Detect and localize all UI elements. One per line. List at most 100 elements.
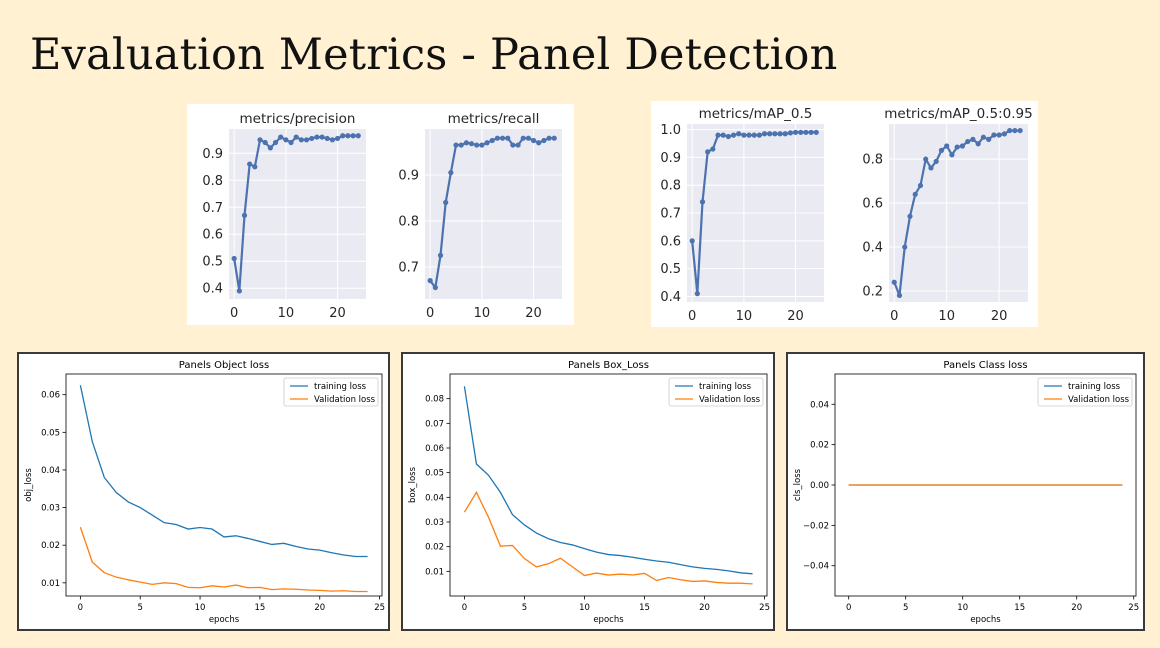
chart-title: metrics/recall bbox=[448, 111, 540, 127]
data-point bbox=[965, 138, 971, 145]
y-tick-label: 0.08 bbox=[425, 395, 444, 405]
y-axis-label: cls_loss bbox=[793, 468, 803, 501]
x-tick-label: 10 bbox=[579, 603, 590, 613]
object-loss-card: 0.01 0.02 0.03 0.04 0.05 0.06 0 5 10 15 20 25 Panels… bbox=[17, 352, 390, 631]
data-point bbox=[468, 141, 475, 147]
x-tick-label: 0 bbox=[78, 603, 83, 613]
x-tick-label: 10 bbox=[957, 603, 968, 613]
y-tick-label: 0.03 bbox=[425, 518, 444, 528]
x-tick-label: 20 bbox=[314, 603, 325, 613]
x-tick-label: 10 bbox=[938, 309, 955, 324]
data-point bbox=[546, 135, 552, 141]
box-loss-card: 0.01 0.02 0.03 0.04 0.05 0.06 0.07 0.08 0 5 10 15 20… bbox=[401, 352, 775, 631]
data-point bbox=[689, 238, 695, 244]
class-loss-chart: 0.04 0.02 0.00 −0.02 −0.04 0 5 10 15 20 25 Panels C… bbox=[793, 360, 1139, 625]
y-tick-label: 0.05 bbox=[425, 469, 444, 479]
legend-label: Validation loss bbox=[314, 395, 376, 405]
data-point bbox=[813, 129, 819, 135]
precision-recall-card: 0.4 0.5 0.6 0.7 0.8 0.9 0 10 20 metrics/precision… bbox=[187, 104, 574, 325]
data-point bbox=[986, 136, 992, 142]
map-0.5-0.95-chart: 0.2 0.4 0.6 0.8 0 10 20 metrics/mAP_0.5:0.95 bbox=[862, 106, 1032, 324]
chart-title: Panels Object loss bbox=[179, 360, 269, 371]
y-tick-label: 0.6 bbox=[202, 228, 223, 243]
data-point bbox=[499, 135, 506, 141]
data-point bbox=[432, 284, 438, 291]
x-tick-label: 20 bbox=[991, 309, 1008, 324]
data-point bbox=[975, 141, 981, 147]
series-line-training bbox=[463, 386, 753, 575]
data-point bbox=[236, 288, 242, 294]
data-point bbox=[970, 136, 976, 142]
data-point bbox=[725, 133, 731, 140]
y-tick-label: 0.04 bbox=[41, 466, 60, 476]
data-point bbox=[705, 149, 711, 155]
x-tick-label: 20 bbox=[1071, 603, 1082, 613]
x-tick-label: 0 bbox=[426, 306, 434, 321]
y-tick-label: 0.4 bbox=[660, 290, 681, 305]
data-point bbox=[798, 129, 804, 135]
data-point bbox=[1012, 127, 1018, 134]
y-tick-label: 0.07 bbox=[425, 419, 444, 429]
data-point bbox=[787, 130, 793, 136]
y-tick-label: 0.7 bbox=[398, 260, 419, 275]
legend: training loss Validation loss bbox=[283, 377, 379, 407]
data-point bbox=[262, 139, 268, 146]
x-tick-label: 0 bbox=[846, 603, 851, 613]
data-point bbox=[551, 135, 557, 141]
data-point bbox=[515, 142, 521, 148]
y-tick-label: 0.8 bbox=[202, 174, 223, 189]
series-line-validation bbox=[79, 526, 368, 593]
data-point bbox=[293, 134, 299, 140]
x-axis-label: epochs bbox=[970, 615, 1001, 625]
data-point bbox=[954, 144, 960, 150]
box-loss-chart: 0.01 0.02 0.03 0.04 0.05 0.06 0.07 0.08 0 5 10 15 20… bbox=[408, 360, 770, 625]
data-point bbox=[720, 132, 726, 138]
data-point bbox=[751, 132, 757, 138]
plot-area bbox=[229, 129, 366, 299]
data-point bbox=[319, 134, 325, 140]
y-tick-label: 0.03 bbox=[41, 504, 60, 514]
data-point bbox=[917, 182, 924, 189]
legend-label: training loss bbox=[1068, 382, 1121, 392]
data-point bbox=[782, 131, 788, 137]
data-point bbox=[699, 199, 706, 205]
data-point bbox=[443, 199, 449, 206]
data-point bbox=[494, 135, 500, 141]
data-point bbox=[267, 145, 273, 151]
plot-area bbox=[425, 129, 562, 299]
data-point bbox=[437, 252, 444, 258]
data-point bbox=[907, 213, 913, 219]
y-tick-label: 0.01 bbox=[41, 579, 60, 589]
y-tick-label: 0.4 bbox=[202, 282, 223, 297]
y-tick-label: 0.6 bbox=[862, 197, 883, 212]
data-point bbox=[489, 137, 495, 144]
map-0.5-chart: 0.4 0.5 0.6 0.7 0.8 0.9 1.0 0 10 20 metrics/mAP_0.… bbox=[660, 106, 824, 324]
data-point bbox=[288, 139, 294, 146]
y-tick-label: 0.9 bbox=[660, 151, 681, 166]
legend-label: Validation loss bbox=[699, 395, 761, 405]
data-point bbox=[309, 135, 315, 142]
x-tick-label: 20 bbox=[525, 306, 542, 321]
chart-title: metrics/mAP_0.5:0.95 bbox=[884, 106, 1032, 122]
x-tick-label: 25 bbox=[759, 603, 770, 613]
y-tick-label: 1.0 bbox=[660, 123, 681, 138]
data-point bbox=[241, 212, 248, 218]
y-tick-label: 0.5 bbox=[202, 255, 223, 270]
x-tick-label: 0 bbox=[688, 309, 696, 324]
data-point bbox=[448, 170, 454, 176]
x-axis-label: epochs bbox=[209, 615, 240, 625]
y-tick-label: 0.05 bbox=[41, 428, 60, 438]
data-point bbox=[334, 135, 341, 142]
recall-chart: 0.7 0.8 0.9 0 10 20 metrics/recall bbox=[398, 111, 562, 321]
data-point bbox=[767, 131, 773, 137]
y-tick-label: 0.02 bbox=[425, 543, 444, 553]
x-tick-label: 15 bbox=[254, 603, 265, 613]
data-point bbox=[896, 292, 903, 299]
chart-title: metrics/precision bbox=[240, 111, 356, 127]
data-point bbox=[278, 134, 284, 140]
data-point bbox=[272, 139, 279, 146]
data-point bbox=[520, 135, 526, 141]
x-tick-label: 15 bbox=[639, 603, 650, 613]
data-point bbox=[350, 133, 356, 139]
data-point bbox=[525, 135, 531, 141]
